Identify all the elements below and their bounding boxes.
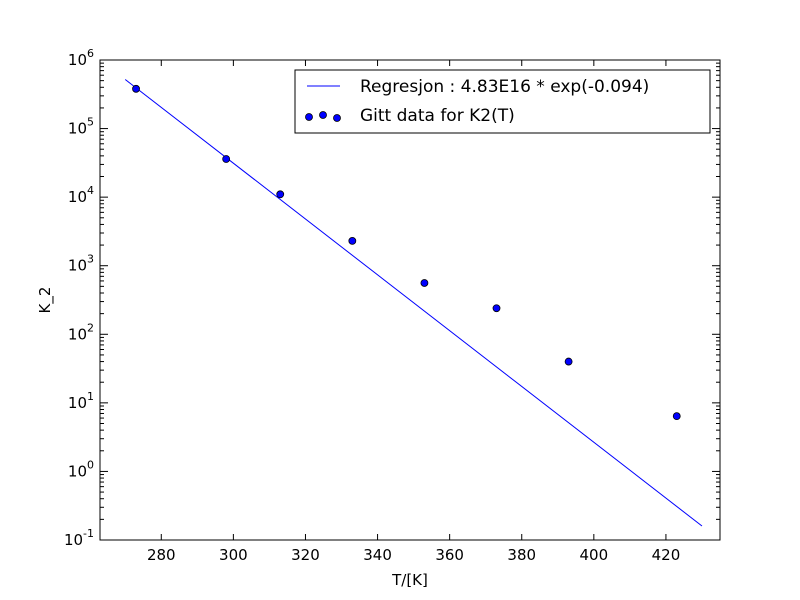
y-tick-exponent: -1 [83,527,94,540]
y-tick-base: 10 [68,462,87,480]
data-point [348,237,357,245]
x-tick-label: 280 [147,546,176,564]
legend-entry-data: Gitt data for K2(T) [360,106,515,126]
y-tick-exponent: 6 [87,47,94,60]
x-tick-label: 320 [291,546,320,564]
data-point [222,155,231,163]
y-tick-label: 104 [68,184,94,206]
y-tick-base: 10 [68,325,87,343]
y-tick-base: 10 [68,394,87,412]
regression-line [124,79,703,527]
y-tick-exponent: 0 [87,458,94,471]
data-point [420,279,429,287]
data-point [672,412,681,421]
y-axis-label: K_2 [36,287,55,314]
y-tick-exponent: 3 [87,253,94,266]
x-axis: 280 300 320 340 360 380 400 420 [147,60,680,564]
y-tick-base: 10 [64,531,83,549]
y-tick-label: 100 [68,458,94,480]
y-tick-exponent: 1 [87,390,94,403]
data-point [132,84,140,93]
x-tick-label: 420 [652,546,681,564]
data-point [492,304,501,313]
x-tick-label: 300 [219,546,248,564]
y-tick-base: 10 [68,51,87,69]
legend-entry-regression: Regresjon : 4.83E16 * exp(-0.094) [360,77,649,97]
y-tick-exponent: 5 [87,116,94,129]
y-tick-base: 10 [68,188,87,206]
legend-marker-1 [305,113,313,121]
y-tick-exponent: 4 [87,184,94,197]
y-tick-exponent: 2 [87,321,94,334]
y-tick-base: 10 [68,257,87,275]
y-tick-label: 101 [68,390,94,412]
y-tick-label: 102 [68,321,94,343]
legend-marker-2 [319,111,327,119]
x-axis-label: T/[K] [391,571,428,589]
y-tick-base: 10 [68,120,87,138]
x-tick-label: 360 [435,546,464,564]
y-tick-label: 10-1 [64,527,94,549]
y-tick-label: 106 [68,47,94,69]
legend-marker-3 [333,114,341,122]
data-point [276,190,285,199]
data-point [564,357,573,366]
y-tick-label: 103 [68,253,94,275]
y-tick-label: 105 [68,116,94,138]
x-tick-label: 380 [507,546,536,564]
legend: Regresjon : 4.83E16 * exp(-0.094) Gitt d… [294,69,711,134]
x-tick-label: 340 [363,546,392,564]
series-layer [124,79,703,527]
legend-box [294,69,711,134]
plot-frame [99,59,721,541]
x-tick-label: 400 [580,546,609,564]
